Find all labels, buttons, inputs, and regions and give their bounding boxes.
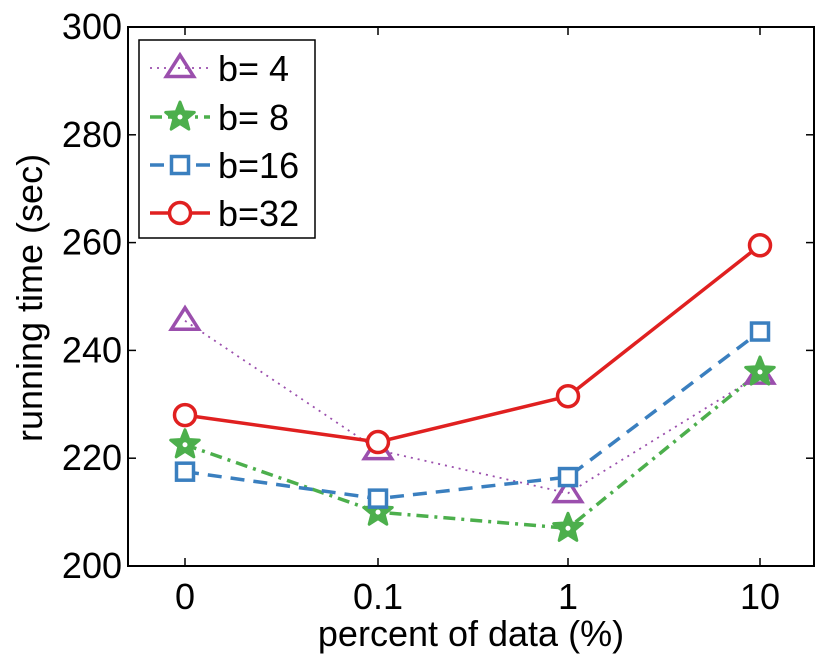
- x-tick-label: 1: [558, 576, 578, 617]
- y-tick-label: 280: [62, 114, 122, 155]
- data-point-square: [557, 466, 579, 488]
- legend: b= 4 b= 8 b=16 b=32: [138, 39, 316, 239]
- x-tick-label: 0.1: [353, 576, 403, 617]
- series-line-3: [184, 330, 762, 501]
- y-tick-label: 260: [62, 222, 122, 263]
- x-tick-label: 10: [740, 576, 780, 617]
- series-line-2: [184, 370, 762, 531]
- data-point-circle: [747, 233, 773, 258]
- marker-star-center: [375, 509, 381, 515]
- data-point-circle: [172, 402, 198, 428]
- series-line-1: [184, 320, 761, 495]
- data-point-square: [749, 321, 771, 342]
- data-point-circle: [555, 383, 581, 409]
- series-lines: [184, 243, 762, 531]
- marker-star-center: [757, 369, 763, 375]
- x-axis-label: percent of data (%): [318, 613, 624, 654]
- y-axis-label: running time (sec): [9, 154, 50, 442]
- marker-star-center: [177, 114, 183, 120]
- legend-label: b= 8: [218, 97, 289, 138]
- data-point-triangle: [551, 476, 585, 504]
- series-markers: [168, 233, 777, 542]
- legend-label: b= 4: [218, 48, 289, 89]
- x-tick-label: 0: [175, 576, 195, 617]
- data-point-square: [174, 461, 196, 482]
- legend-marker-circle: [167, 200, 193, 226]
- marker-star-center: [182, 442, 188, 448]
- y-tick-label: 200: [62, 545, 122, 586]
- y-tick-label: 240: [62, 329, 122, 370]
- y-axis: 200 220 240 260 280 300: [62, 6, 814, 586]
- legend-marker-triangle: [163, 51, 197, 79]
- y-tick-label: 220: [62, 437, 122, 478]
- y-tick-label: 300: [62, 6, 122, 47]
- data-point-triangle: [168, 304, 202, 331]
- data-point-circle: [365, 429, 391, 455]
- series-line-4: [184, 243, 762, 444]
- data-point-square: [367, 488, 389, 509]
- legend-label: b=32: [218, 193, 299, 234]
- marker-star-center: [565, 525, 571, 531]
- legend-marker-square: [169, 154, 191, 176]
- x-axis: 0 0.1 1 10: [175, 27, 780, 617]
- legend-label: b=16: [218, 145, 299, 186]
